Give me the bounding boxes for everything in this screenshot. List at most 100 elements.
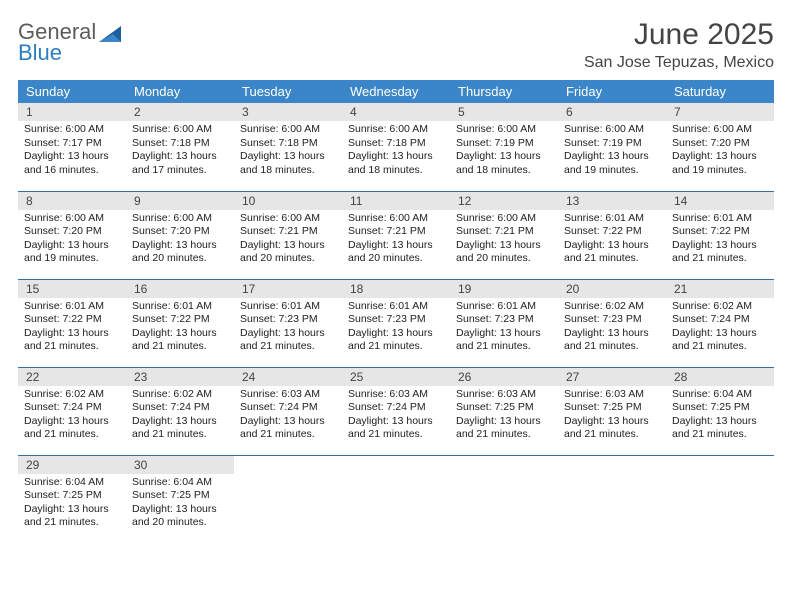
day-details: Sunrise: 6:00 AMSunset: 7:21 PMDaylight:…	[450, 210, 558, 271]
day-number: 5	[450, 103, 558, 121]
day-details: Sunrise: 6:00 AMSunset: 7:18 PMDaylight:…	[234, 121, 342, 182]
calendar-cell: 7Sunrise: 6:00 AMSunset: 7:20 PMDaylight…	[666, 103, 774, 191]
calendar-cell: 25Sunrise: 6:03 AMSunset: 7:24 PMDayligh…	[342, 367, 450, 455]
calendar-cell: 3Sunrise: 6:00 AMSunset: 7:18 PMDaylight…	[234, 103, 342, 191]
day-number: 23	[126, 368, 234, 386]
calendar-cell: 13Sunrise: 6:01 AMSunset: 7:22 PMDayligh…	[558, 191, 666, 279]
calendar-cell: 18Sunrise: 6:01 AMSunset: 7:23 PMDayligh…	[342, 279, 450, 367]
calendar-cell: 11Sunrise: 6:00 AMSunset: 7:21 PMDayligh…	[342, 191, 450, 279]
day-details: Sunrise: 6:04 AMSunset: 7:25 PMDaylight:…	[666, 386, 774, 447]
calendar-cell: 15Sunrise: 6:01 AMSunset: 7:22 PMDayligh…	[18, 279, 126, 367]
weekday-header: Thursday	[450, 80, 558, 103]
day-number: 26	[450, 368, 558, 386]
day-number: 17	[234, 280, 342, 298]
weekday-header: Wednesday	[342, 80, 450, 103]
day-details: Sunrise: 6:01 AMSunset: 7:22 PMDaylight:…	[558, 210, 666, 271]
day-number: 4	[342, 103, 450, 121]
calendar-cell: 2Sunrise: 6:00 AMSunset: 7:18 PMDaylight…	[126, 103, 234, 191]
day-number: 9	[126, 192, 234, 210]
day-details: Sunrise: 6:01 AMSunset: 7:23 PMDaylight:…	[342, 298, 450, 359]
calendar-cell: 24Sunrise: 6:03 AMSunset: 7:24 PMDayligh…	[234, 367, 342, 455]
day-number: 6	[558, 103, 666, 121]
day-details: Sunrise: 6:01 AMSunset: 7:22 PMDaylight:…	[18, 298, 126, 359]
day-details: Sunrise: 6:00 AMSunset: 7:21 PMDaylight:…	[342, 210, 450, 271]
weekday-header: Friday	[558, 80, 666, 103]
day-details: Sunrise: 6:03 AMSunset: 7:25 PMDaylight:…	[558, 386, 666, 447]
calendar-cell: 28Sunrise: 6:04 AMSunset: 7:25 PMDayligh…	[666, 367, 774, 455]
calendar-cell: 23Sunrise: 6:02 AMSunset: 7:24 PMDayligh…	[126, 367, 234, 455]
weekday-header: Saturday	[666, 80, 774, 103]
calendar-cell	[342, 455, 450, 543]
day-number: 28	[666, 368, 774, 386]
logo-text: General Blue	[18, 22, 96, 64]
title-block: June 2025 San Jose Tepuzas, Mexico	[584, 18, 774, 72]
day-details: Sunrise: 6:04 AMSunset: 7:25 PMDaylight:…	[126, 474, 234, 535]
day-number: 12	[450, 192, 558, 210]
weekday-header: Sunday	[18, 80, 126, 103]
calendar-row: 8Sunrise: 6:00 AMSunset: 7:20 PMDaylight…	[18, 191, 774, 279]
day-details: Sunrise: 6:02 AMSunset: 7:24 PMDaylight:…	[666, 298, 774, 359]
day-details: Sunrise: 6:02 AMSunset: 7:24 PMDaylight:…	[126, 386, 234, 447]
day-details: Sunrise: 6:00 AMSunset: 7:21 PMDaylight:…	[234, 210, 342, 271]
calendar-page: General Blue June 2025 San Jose Tepuzas,…	[0, 0, 792, 543]
day-number: 11	[342, 192, 450, 210]
calendar-cell: 9Sunrise: 6:00 AMSunset: 7:20 PMDaylight…	[126, 191, 234, 279]
day-details: Sunrise: 6:00 AMSunset: 7:20 PMDaylight:…	[126, 210, 234, 271]
day-details: Sunrise: 6:01 AMSunset: 7:23 PMDaylight:…	[450, 298, 558, 359]
calendar-cell: 20Sunrise: 6:02 AMSunset: 7:23 PMDayligh…	[558, 279, 666, 367]
calendar-cell: 10Sunrise: 6:00 AMSunset: 7:21 PMDayligh…	[234, 191, 342, 279]
day-number: 25	[342, 368, 450, 386]
day-number: 21	[666, 280, 774, 298]
day-details: Sunrise: 6:01 AMSunset: 7:22 PMDaylight:…	[666, 210, 774, 271]
calendar-cell: 26Sunrise: 6:03 AMSunset: 7:25 PMDayligh…	[450, 367, 558, 455]
logo-word-blue: Blue	[18, 40, 62, 65]
day-number: 27	[558, 368, 666, 386]
day-details: Sunrise: 6:00 AMSunset: 7:20 PMDaylight:…	[666, 121, 774, 182]
calendar-cell: 4Sunrise: 6:00 AMSunset: 7:18 PMDaylight…	[342, 103, 450, 191]
logo-triangle-icon	[99, 24, 125, 46]
day-number: 16	[126, 280, 234, 298]
calendar-table: Sunday Monday Tuesday Wednesday Thursday…	[18, 80, 774, 543]
day-details: Sunrise: 6:03 AMSunset: 7:24 PMDaylight:…	[342, 386, 450, 447]
calendar-cell: 29Sunrise: 6:04 AMSunset: 7:25 PMDayligh…	[18, 455, 126, 543]
calendar-cell	[234, 455, 342, 543]
calendar-cell: 1Sunrise: 6:00 AMSunset: 7:17 PMDaylight…	[18, 103, 126, 191]
weekday-header: Monday	[126, 80, 234, 103]
logo: General Blue	[18, 18, 125, 64]
calendar-cell: 6Sunrise: 6:00 AMSunset: 7:19 PMDaylight…	[558, 103, 666, 191]
day-number: 2	[126, 103, 234, 121]
day-number: 29	[18, 456, 126, 474]
calendar-cell: 22Sunrise: 6:02 AMSunset: 7:24 PMDayligh…	[18, 367, 126, 455]
day-details: Sunrise: 6:01 AMSunset: 7:22 PMDaylight:…	[126, 298, 234, 359]
day-details: Sunrise: 6:02 AMSunset: 7:24 PMDaylight:…	[18, 386, 126, 447]
day-details: Sunrise: 6:02 AMSunset: 7:23 PMDaylight:…	[558, 298, 666, 359]
weekday-header: Tuesday	[234, 80, 342, 103]
calendar-cell: 8Sunrise: 6:00 AMSunset: 7:20 PMDaylight…	[18, 191, 126, 279]
day-number: 3	[234, 103, 342, 121]
calendar-cell: 21Sunrise: 6:02 AMSunset: 7:24 PMDayligh…	[666, 279, 774, 367]
calendar-cell: 19Sunrise: 6:01 AMSunset: 7:23 PMDayligh…	[450, 279, 558, 367]
day-details: Sunrise: 6:00 AMSunset: 7:18 PMDaylight:…	[342, 121, 450, 182]
day-details: Sunrise: 6:04 AMSunset: 7:25 PMDaylight:…	[18, 474, 126, 535]
calendar-cell: 14Sunrise: 6:01 AMSunset: 7:22 PMDayligh…	[666, 191, 774, 279]
title-location: San Jose Tepuzas, Mexico	[584, 54, 774, 72]
day-number: 20	[558, 280, 666, 298]
day-number: 7	[666, 103, 774, 121]
day-number: 14	[666, 192, 774, 210]
day-details: Sunrise: 6:00 AMSunset: 7:17 PMDaylight:…	[18, 121, 126, 182]
day-details: Sunrise: 6:03 AMSunset: 7:24 PMDaylight:…	[234, 386, 342, 447]
day-number: 22	[18, 368, 126, 386]
calendar-cell: 12Sunrise: 6:00 AMSunset: 7:21 PMDayligh…	[450, 191, 558, 279]
day-number: 10	[234, 192, 342, 210]
calendar-cell	[450, 455, 558, 543]
calendar-row: 1Sunrise: 6:00 AMSunset: 7:17 PMDaylight…	[18, 103, 774, 191]
day-details: Sunrise: 6:00 AMSunset: 7:19 PMDaylight:…	[558, 121, 666, 182]
day-details: Sunrise: 6:01 AMSunset: 7:23 PMDaylight:…	[234, 298, 342, 359]
calendar-row: 22Sunrise: 6:02 AMSunset: 7:24 PMDayligh…	[18, 367, 774, 455]
calendar-cell: 30Sunrise: 6:04 AMSunset: 7:25 PMDayligh…	[126, 455, 234, 543]
day-details: Sunrise: 6:00 AMSunset: 7:20 PMDaylight:…	[18, 210, 126, 271]
calendar-row: 29Sunrise: 6:04 AMSunset: 7:25 PMDayligh…	[18, 455, 774, 543]
header: General Blue June 2025 San Jose Tepuzas,…	[18, 18, 774, 72]
weekday-row: Sunday Monday Tuesday Wednesday Thursday…	[18, 80, 774, 103]
day-number: 30	[126, 456, 234, 474]
